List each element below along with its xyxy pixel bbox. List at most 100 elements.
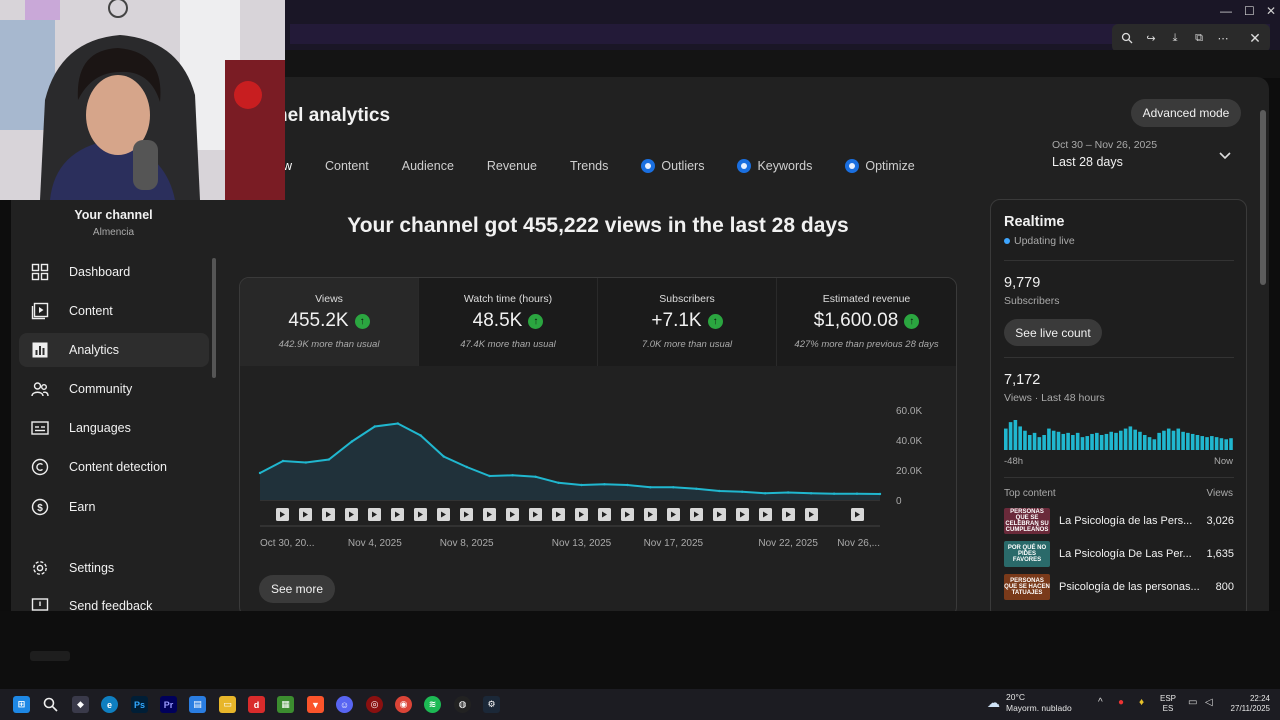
zoom-icon[interactable] (1118, 29, 1136, 47)
sidebar-scrollbar[interactable] (212, 258, 216, 378)
metric-watch-time[interactable]: Watch time (hours) 48.5K ↑ 47.4K more tha… (419, 278, 598, 366)
realtime-bar (1166, 428, 1171, 450)
realtime-bar (1095, 432, 1099, 450)
y-tick-label: 40.0K (896, 436, 922, 447)
realtime-bar (1090, 433, 1094, 450)
realtime-bar (1210, 436, 1214, 450)
sidebar-item-settings[interactable]: Settings (19, 551, 209, 585)
realtime-bar-chart[interactable] (1004, 410, 1234, 450)
open-external-icon[interactable]: ⧉ (1195, 31, 1203, 44)
chevron-up-icon[interactable]: ^ (1098, 697, 1103, 708)
folder-icon[interactable]: ▭ (219, 696, 236, 713)
chart-point (649, 486, 652, 489)
realtime-bar (1152, 439, 1157, 450)
window-close-icon[interactable]: ✕ (1266, 4, 1277, 18)
record-icon[interactable]: ● (1118, 697, 1125, 708)
views-chart[interactable]: 60.0K 40.0K 20.0K 0 Oct 30, 20... Nov 4, 2025… (250, 396, 950, 556)
app-icon[interactable]: ◆ (72, 696, 89, 713)
top-content-row[interactable]: POR QUÉ NO PIDES FAVORES La Psicología D… (1004, 540, 1234, 568)
chart-point (557, 481, 560, 484)
realtime-bar (1099, 435, 1104, 450)
chart-point (442, 455, 445, 458)
tab-revenue[interactable]: Revenue (487, 159, 537, 173)
microphone-icon[interactable]: ♦ (1139, 697, 1145, 708)
sidebar-item-label: Languages (69, 421, 131, 435)
sidebar-item-content-detection[interactable]: Content detection (19, 450, 209, 484)
chrome-icon[interactable]: ◉ (395, 696, 412, 713)
obs-icon[interactable]: ◍ (454, 696, 471, 713)
premiere-icon[interactable]: Pr (160, 696, 177, 713)
maximize-icon[interactable]: ☐ (1244, 4, 1255, 18)
photoshop-icon[interactable]: Ps (131, 696, 148, 713)
language-indicator[interactable]: ESP ES (1160, 694, 1176, 714)
sidebar-item-community[interactable]: Community (19, 372, 209, 406)
close-icon[interactable]: ✕ (1249, 29, 1261, 46)
realtime-bar (1032, 432, 1037, 450)
dashboard-icon (30, 262, 50, 282)
tab-keywords[interactable]: Keywords (737, 159, 812, 173)
arrow-up-icon: ↑ (904, 313, 920, 329)
spotify-icon[interactable]: ≋ (424, 696, 441, 713)
more-icon[interactable]: ⋯ (1217, 32, 1229, 45)
realtime-bar (1138, 431, 1142, 450)
tab-content[interactable]: Content (325, 159, 369, 173)
channel-handle: Almencia (92, 227, 135, 238)
app-icon[interactable]: d (248, 696, 265, 713)
clock[interactable]: 22:24 27/11/2025 (1226, 694, 1270, 714)
sidebar-item-earn[interactable]: $ Earn (19, 490, 209, 524)
top-content-row[interactable]: PERSONAS QUE SE CELEBRAN SU CUMPLEAÑOS L… (1004, 507, 1234, 535)
top-content-row[interactable]: PERSONAS QUE SE HACEN TATUAJES Psicologí… (1004, 573, 1234, 601)
realtime-bar (1219, 438, 1224, 450)
metric-views[interactable]: Views 455.2K ↑ 442.9K more than usual (240, 278, 419, 366)
sidebar-item-languages[interactable]: Languages (19, 411, 209, 445)
see-more-button[interactable]: See more (259, 575, 335, 603)
metric-value: 48.5K (472, 310, 523, 331)
network-icon[interactable]: ▭ (1188, 697, 1198, 708)
chart-point (281, 459, 285, 463)
sidebar-item-analytics[interactable]: Analytics (19, 333, 209, 367)
sidebar-item-label: Analytics (69, 343, 120, 357)
video-marker-play-icon (671, 511, 676, 518)
tab-outliers[interactable]: Outliers (641, 159, 704, 173)
sidebar-item-dashboard[interactable]: Dashboard (19, 255, 209, 289)
download-icon[interactable]: ⤓ (1172, 31, 1178, 44)
sidebar-item-content[interactable]: Content (19, 294, 209, 328)
copyright-icon (30, 457, 50, 477)
chevron-down-icon[interactable] (1219, 149, 1231, 163)
live-dot-icon (1004, 238, 1010, 244)
realtime-bar (1037, 437, 1042, 450)
brave-icon[interactable]: ▼ (307, 696, 324, 713)
video-marker-play-icon (809, 511, 814, 518)
realtime-bar (1181, 431, 1185, 450)
app-icon[interactable]: ◎ (366, 696, 383, 713)
cloud-icon: ☁ (987, 695, 1000, 710)
start-windows-icon[interactable]: ⊞ (13, 696, 30, 713)
edge-icon[interactable]: e (101, 696, 118, 713)
see-live-count-button[interactable]: See live count (1004, 319, 1102, 346)
advanced-mode-button[interactable]: Advanced mode (1131, 99, 1241, 127)
steam-icon[interactable]: ⚙ (483, 696, 500, 713)
metric-subscribers[interactable]: Subscribers +7.1K ↑ 7.0K more than usual (598, 278, 777, 366)
tab-trends[interactable]: Trends (570, 159, 608, 173)
taskbar: ⊞ ◆ e Ps Pr ▤ ▭ d ▦ ▼ ☺ ◎ ◉ ≋ ◍ ⚙ ☁ 20°C… (0, 689, 1280, 720)
metric-revenue[interactable]: Estimated revenue $1,600.08 ↑ 427% more t… (777, 278, 956, 366)
metric-value: +7.1K (651, 310, 702, 331)
store-icon[interactable]: ▤ (189, 696, 206, 713)
date-range-selector[interactable]: Oct 30 – Nov 26, 2025 Last 28 days (1052, 139, 1157, 169)
x-tick-label: Oct 30, 20... (260, 538, 314, 549)
volume-icon[interactable]: ◁ (1205, 697, 1213, 708)
tab-audience[interactable]: Audience (402, 159, 454, 173)
weather-widget[interactable]: ☁ 20°C Mayorm. nublado (987, 692, 1072, 714)
tab-optimize[interactable]: Optimize (845, 159, 915, 173)
minecraft-icon[interactable]: ▦ (277, 696, 294, 713)
video-marker-play-icon (303, 511, 308, 518)
realtime-bar (1190, 433, 1195, 450)
page-scrollbar[interactable] (1260, 110, 1266, 285)
minimize-icon[interactable]: — (1220, 4, 1232, 18)
share-icon[interactable]: ↪ (1146, 32, 1156, 45)
views-headline: Your channel got 455,222 views in the la… (347, 214, 849, 237)
search-icon[interactable] (42, 696, 59, 713)
discord-icon[interactable]: ☺ (336, 696, 353, 713)
sidebar-item-send-feedback[interactable]: Send feedback (19, 589, 209, 611)
metric-value: 455.2K (288, 310, 349, 331)
